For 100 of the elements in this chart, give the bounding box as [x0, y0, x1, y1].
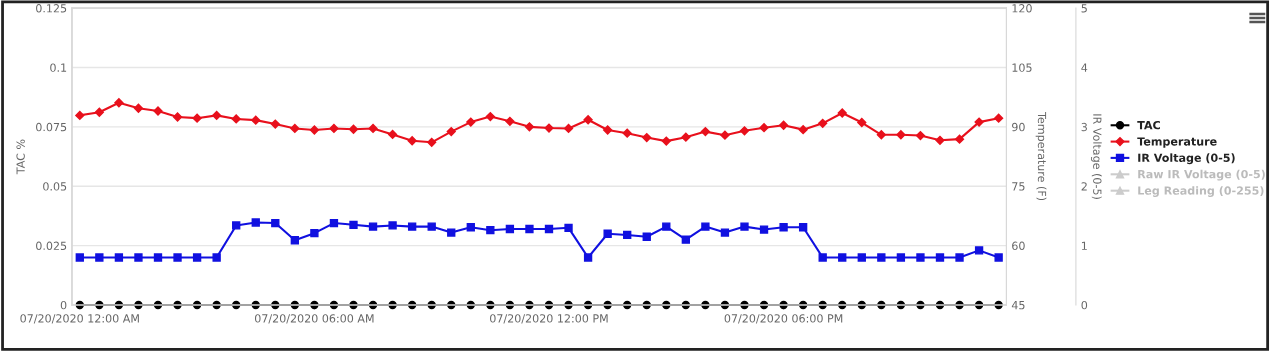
point [603, 125, 613, 135]
point [857, 253, 866, 262]
point [857, 117, 867, 128]
point [544, 224, 554, 234]
y3-tick-label: 3 [1081, 122, 1087, 132]
point [75, 253, 84, 262]
y-tick-label: 0.05 [43, 182, 67, 191]
point [838, 253, 847, 262]
y2-tick-label: 60 [1012, 241, 1025, 250]
point [407, 136, 417, 146]
point [212, 253, 221, 262]
point [564, 223, 573, 232]
point [877, 253, 886, 262]
point [348, 124, 359, 134]
legend-label: IR Voltage (0-5) [1138, 153, 1235, 165]
point [427, 137, 437, 147]
point [798, 125, 808, 135]
point [994, 253, 1003, 262]
y-tick-label: 0 [60, 300, 67, 310]
point [270, 119, 280, 129]
point [759, 225, 769, 234]
point [153, 253, 163, 262]
point [368, 123, 378, 134]
y-axis-title: TAC % [16, 139, 25, 175]
legend-label: Leg Reading (0-255) [1138, 186, 1264, 197]
point [681, 235, 691, 244]
point [778, 120, 789, 130]
point [623, 230, 632, 240]
y3-tick-label: 5 [1081, 4, 1087, 13]
point [583, 253, 593, 262]
point [701, 222, 710, 231]
y3-tick-label: 4 [1081, 63, 1088, 72]
y-tick-label: 0.025 [36, 241, 67, 250]
point [524, 122, 535, 132]
y3-tick-label: 0 [1081, 300, 1088, 310]
point [740, 222, 749, 231]
point [622, 128, 632, 138]
point [896, 253, 906, 262]
y-tick-label: 0.075 [36, 122, 67, 132]
y2-tick-label: 75 [1012, 182, 1025, 191]
point [329, 123, 339, 134]
point [466, 117, 476, 127]
point [427, 222, 436, 231]
point [954, 134, 965, 144]
y3-tick-label: 1 [1081, 241, 1087, 250]
point [446, 126, 456, 137]
x-tick-label: 07/20/2020 06:00 PM [724, 314, 843, 324]
point [251, 115, 261, 125]
point [681, 132, 691, 142]
y2-tick-label: 45 [1011, 301, 1025, 310]
point [271, 218, 280, 228]
point [447, 228, 456, 237]
point [133, 103, 144, 113]
point [974, 117, 984, 127]
legend-label: Raw IR Voltage (0-5) [1138, 169, 1265, 181]
point [935, 253, 945, 262]
point [114, 98, 124, 108]
point [466, 223, 475, 232]
point [486, 226, 495, 235]
y2-axis-title: Temperature (F) [1035, 112, 1047, 201]
point [779, 223, 788, 232]
x-tick-label: 07/20/2020 12:00 PM [490, 314, 608, 324]
point [798, 223, 808, 232]
point [915, 130, 926, 141]
y3-tick-label: 2 [1081, 182, 1087, 191]
point [759, 123, 769, 133]
y2-tick-label: 105 [1012, 63, 1032, 72]
point [232, 221, 241, 230]
point [290, 236, 300, 245]
point [837, 108, 847, 118]
point [525, 224, 534, 234]
y2-tick-label: 120 [1012, 4, 1032, 13]
point [212, 110, 222, 121]
x-tick-label: 07/20/2020 06:00 AM [254, 314, 374, 324]
point [231, 114, 241, 124]
y-tick-label: 0.125 [36, 4, 67, 13]
point [75, 110, 85, 121]
legend-label: Temperature [1137, 137, 1217, 148]
point [309, 125, 320, 135]
y-tick-label: 0.1 [50, 63, 67, 72]
point [94, 107, 104, 117]
point [642, 132, 652, 143]
point [720, 130, 730, 140]
point [661, 136, 671, 146]
point [349, 220, 358, 230]
point [700, 126, 711, 137]
point [329, 218, 339, 228]
legend-label: TAC [1137, 120, 1160, 130]
point [739, 126, 750, 136]
point [192, 253, 202, 262]
point [876, 130, 886, 140]
point [642, 232, 651, 241]
point [563, 123, 574, 134]
point [173, 253, 182, 262]
x-tick-label: 07/20/2020 12:00 AM [20, 314, 139, 324]
point [955, 253, 964, 262]
point [994, 113, 1004, 123]
point [290, 123, 300, 134]
point [387, 129, 398, 140]
point [407, 222, 417, 231]
